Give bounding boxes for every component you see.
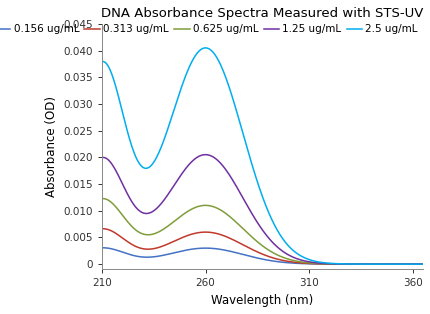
0.313 ug/mL <box>419 262 424 266</box>
0.625 ug/mL <box>242 228 247 232</box>
1.25 ug/mL <box>203 153 208 157</box>
Legend: 0.156 ug/mL, 0.313 ug/mL, 0.625 ug/mL, 1.25 ug/mL, 2.5 ug/mL: 0.156 ug/mL, 0.313 ug/mL, 0.625 ug/mL, 1… <box>0 24 418 34</box>
2.5 ug/mL <box>289 247 294 251</box>
0.313 ug/mL <box>341 262 346 266</box>
2.5 ug/mL <box>341 262 346 266</box>
Title: DNA Absorbance Spectra Measured with STS-UV: DNA Absorbance Spectra Measured with STS… <box>101 7 424 20</box>
1.25 ug/mL <box>328 262 333 266</box>
2.5 ug/mL <box>100 60 105 64</box>
0.156 ug/mL <box>242 253 247 257</box>
2.5 ug/mL <box>328 262 333 265</box>
0.313 ug/mL <box>421 262 426 266</box>
0.313 ug/mL <box>100 227 105 230</box>
0.625 ug/mL <box>150 232 155 236</box>
Line: 0.313 ug/mL: 0.313 ug/mL <box>102 229 423 264</box>
Line: 0.156 ug/mL: 0.156 ug/mL <box>102 248 423 264</box>
0.156 ug/mL <box>100 246 105 250</box>
1.25 ug/mL <box>341 262 346 266</box>
0.625 ug/mL <box>100 197 105 201</box>
1.25 ug/mL <box>421 262 426 266</box>
0.156 ug/mL <box>150 255 155 259</box>
0.156 ug/mL <box>421 262 426 266</box>
1.25 ug/mL <box>100 156 105 160</box>
0.625 ug/mL <box>421 262 426 266</box>
2.5 ug/mL <box>149 163 154 167</box>
0.313 ug/mL <box>289 260 294 264</box>
0.156 ug/mL <box>100 246 105 250</box>
2.5 ug/mL <box>242 136 247 140</box>
2.5 ug/mL <box>419 262 424 266</box>
0.313 ug/mL <box>100 227 105 230</box>
1.25 ug/mL <box>149 210 154 214</box>
0.156 ug/mL <box>328 262 333 266</box>
0.313 ug/mL <box>150 247 155 251</box>
Line: 0.625 ug/mL: 0.625 ug/mL <box>102 199 423 264</box>
1.25 ug/mL <box>419 262 424 266</box>
Line: 1.25 ug/mL: 1.25 ug/mL <box>102 155 423 264</box>
1.25 ug/mL <box>289 255 294 258</box>
Line: 2.5 ug/mL: 2.5 ug/mL <box>102 48 423 264</box>
0.625 ug/mL <box>328 262 333 266</box>
0.625 ug/mL <box>341 262 346 266</box>
2.5 ug/mL <box>421 262 426 266</box>
0.625 ug/mL <box>289 258 294 262</box>
2.5 ug/mL <box>203 46 208 50</box>
0.313 ug/mL <box>328 262 333 266</box>
0.625 ug/mL <box>101 197 106 201</box>
X-axis label: Wavelength (nm): Wavelength (nm) <box>212 294 313 307</box>
1.25 ug/mL <box>242 198 247 202</box>
0.156 ug/mL <box>341 262 346 266</box>
0.625 ug/mL <box>419 262 424 266</box>
0.156 ug/mL <box>419 262 424 266</box>
0.313 ug/mL <box>242 244 247 247</box>
0.156 ug/mL <box>289 261 294 265</box>
Y-axis label: Absorbance (OD): Absorbance (OD) <box>45 96 58 197</box>
